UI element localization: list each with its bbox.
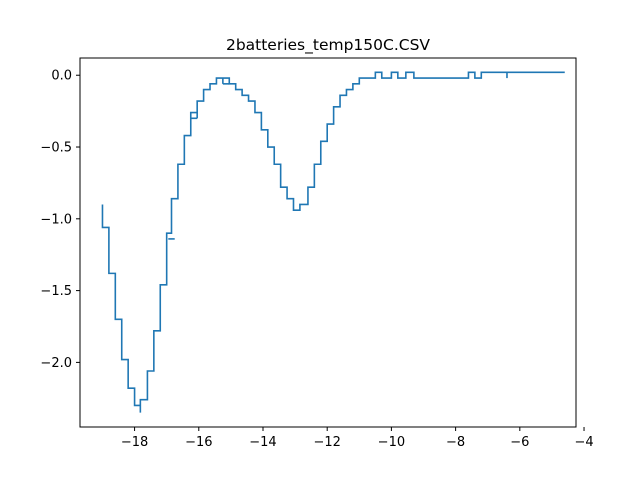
x-tick-label: −16	[185, 435, 212, 450]
x-tick-label: −6	[510, 435, 529, 450]
x-tick-label: −14	[249, 435, 276, 450]
axes-frame	[79, 57, 577, 428]
x-tick-label: −18	[121, 435, 148, 450]
series-line	[101, 71, 565, 413]
y-tick-label: 0.0	[51, 69, 72, 84]
x-tick-label: −10	[378, 435, 405, 450]
x-tick-label: −4	[574, 435, 593, 450]
y-axis: 0.0 −0.5 −1.0 −1.5 −2.0	[40, 69, 80, 371]
y-tick-label: −0.5	[40, 141, 72, 156]
y-tick-label: −2.0	[40, 356, 72, 371]
x-tick-label: −8	[446, 435, 465, 450]
y-tick-label: −1.5	[40, 284, 72, 299]
x-axis: −18 −16 −14 −12 −10 −8 −6 −4	[121, 427, 594, 450]
chart-title: 2batteries_temp150C.CSV	[226, 36, 430, 55]
x-tick-label: −12	[313, 435, 340, 450]
y-tick-label: −1.0	[40, 212, 72, 227]
plot-area	[101, 71, 565, 413]
